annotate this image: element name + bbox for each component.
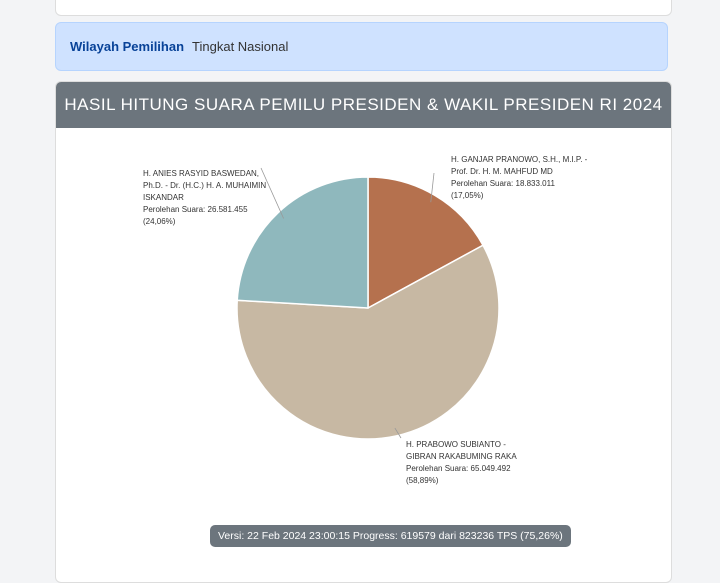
- version-badge: Versi: 22 Feb 2024 23:00:15 Progress: 61…: [210, 525, 571, 547]
- wilayah-value: Tingkat Nasional: [192, 39, 289, 54]
- slice-prabowo[interactable]: [236, 244, 500, 440]
- top-card: [55, 0, 672, 16]
- slice-anies[interactable]: [236, 176, 369, 309]
- card-title: HASIL HITUNG SUARA PEMILU PRESIDEN & WAK…: [56, 82, 671, 128]
- label-prabowo: H. PRABOWO SUBIANTO - GIBRAN RAKABUMING …: [406, 440, 517, 485]
- leader-line: [430, 172, 435, 203]
- label-anies: H. ANIES RASYID BASWEDAN, Ph.D. - Dr. (H…: [143, 169, 267, 226]
- wilayah-label: Wilayah Pemilihan: [70, 39, 185, 54]
- slice-ganjar[interactable]: [367, 176, 485, 310]
- label-ganjar: H. GANJAR PRANOWO, S.H., M.I.P. - Prof. …: [451, 155, 588, 200]
- result-card: HASIL HITUNG SUARA PEMILU PRESIDEN & WAK…: [55, 81, 672, 583]
- leader-line: [394, 427, 402, 439]
- wilayah-alert: Wilayah Pemilihan Tingkat Nasional: [55, 22, 668, 71]
- leader-line: [260, 167, 284, 219]
- pie-chart: [236, 167, 500, 440]
